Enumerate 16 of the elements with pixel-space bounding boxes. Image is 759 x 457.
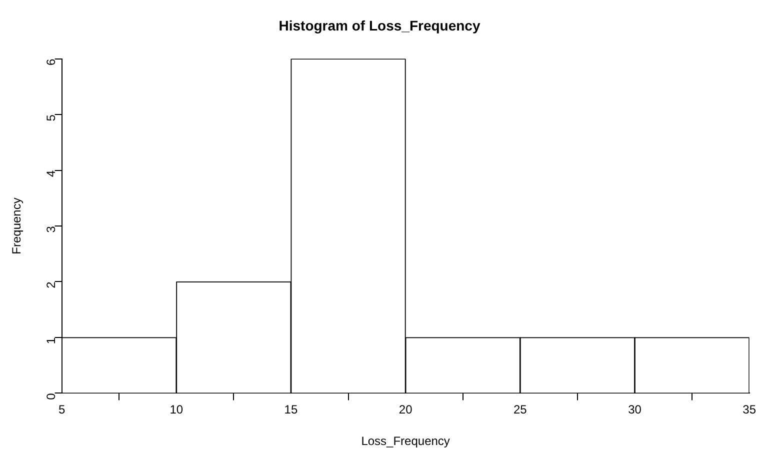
chart-title: Histogram of Loss_Frequency: [278, 17, 480, 34]
y-tick-label: 0: [44, 392, 58, 400]
y-tick-label: 2: [44, 281, 58, 288]
y-tick-label: 3: [44, 226, 58, 233]
y-tick-label: 5: [44, 114, 58, 122]
x-tick-label: 20: [398, 402, 413, 417]
y-tick-label: 1: [44, 337, 58, 344]
x-tick-label: 30: [628, 402, 642, 417]
y-axis-title: Frequency: [10, 198, 24, 254]
x-tick-label: 25: [513, 402, 528, 417]
x-axis-title: Loss_Frequency: [361, 434, 450, 448]
y-tick-label: 6: [44, 58, 58, 66]
x-tick-label: 35: [742, 402, 756, 417]
x-tick-label: 15: [284, 402, 298, 417]
y-tick-label: 4: [44, 170, 58, 177]
x-tick-label: 10: [170, 402, 184, 417]
